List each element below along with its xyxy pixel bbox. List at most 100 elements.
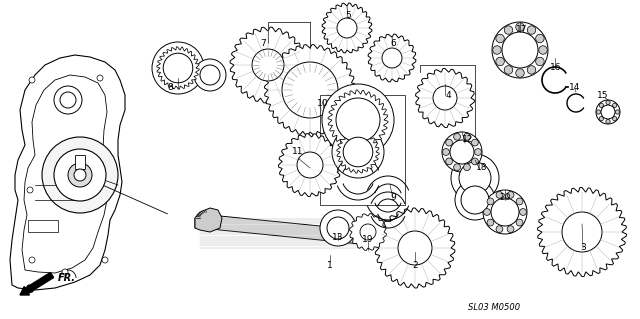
Circle shape bbox=[496, 34, 504, 43]
Text: 14: 14 bbox=[570, 84, 580, 93]
Circle shape bbox=[496, 226, 503, 233]
Circle shape bbox=[62, 269, 68, 275]
Text: 16: 16 bbox=[550, 63, 562, 71]
Circle shape bbox=[27, 187, 33, 193]
Text: 10: 10 bbox=[317, 99, 329, 108]
Polygon shape bbox=[337, 131, 379, 173]
Circle shape bbox=[327, 217, 349, 239]
Circle shape bbox=[527, 66, 536, 74]
Bar bbox=[28, 220, 58, 232]
FancyArrow shape bbox=[20, 272, 54, 295]
Polygon shape bbox=[328, 90, 388, 150]
Circle shape bbox=[60, 92, 76, 108]
Circle shape bbox=[252, 49, 284, 81]
Polygon shape bbox=[195, 208, 222, 232]
Circle shape bbox=[502, 32, 538, 68]
Polygon shape bbox=[278, 134, 341, 197]
Text: 9: 9 bbox=[390, 194, 396, 203]
Circle shape bbox=[322, 84, 394, 156]
Bar bbox=[320, 95, 405, 205]
Circle shape bbox=[29, 77, 35, 83]
Circle shape bbox=[454, 164, 460, 171]
Circle shape bbox=[496, 191, 503, 198]
Circle shape bbox=[459, 162, 491, 194]
Polygon shape bbox=[195, 215, 430, 252]
Circle shape bbox=[200, 65, 220, 85]
Text: 5: 5 bbox=[345, 11, 351, 19]
Circle shape bbox=[382, 48, 402, 68]
Text: 2: 2 bbox=[412, 261, 418, 270]
Polygon shape bbox=[349, 214, 387, 250]
Circle shape bbox=[507, 226, 514, 233]
Text: 1: 1 bbox=[327, 261, 333, 270]
Circle shape bbox=[599, 116, 604, 121]
Text: 17: 17 bbox=[516, 26, 528, 34]
Circle shape bbox=[562, 212, 602, 252]
Circle shape bbox=[516, 69, 524, 77]
Circle shape bbox=[54, 149, 106, 201]
Circle shape bbox=[152, 42, 204, 94]
Circle shape bbox=[516, 219, 523, 226]
Circle shape bbox=[504, 66, 513, 74]
Circle shape bbox=[491, 198, 519, 226]
Text: 8: 8 bbox=[167, 84, 173, 93]
Circle shape bbox=[297, 152, 323, 178]
Circle shape bbox=[504, 26, 513, 34]
Text: 11: 11 bbox=[292, 147, 304, 157]
Circle shape bbox=[282, 62, 338, 118]
Circle shape bbox=[336, 98, 380, 142]
Circle shape bbox=[536, 57, 544, 66]
Circle shape bbox=[536, 34, 544, 43]
Circle shape bbox=[360, 224, 376, 240]
Text: 6: 6 bbox=[390, 39, 396, 48]
Polygon shape bbox=[322, 3, 372, 53]
Circle shape bbox=[445, 139, 452, 146]
Circle shape bbox=[483, 190, 527, 234]
Circle shape bbox=[454, 133, 460, 140]
Circle shape bbox=[493, 46, 501, 54]
Text: 12: 12 bbox=[462, 136, 474, 145]
Circle shape bbox=[102, 257, 108, 263]
Polygon shape bbox=[375, 208, 455, 288]
Circle shape bbox=[612, 116, 617, 121]
Circle shape bbox=[527, 26, 536, 34]
Circle shape bbox=[507, 191, 514, 198]
Text: 3: 3 bbox=[580, 243, 586, 253]
Polygon shape bbox=[264, 45, 355, 136]
Polygon shape bbox=[415, 69, 474, 128]
Circle shape bbox=[97, 75, 103, 81]
Circle shape bbox=[54, 86, 82, 114]
Circle shape bbox=[616, 110, 620, 114]
Polygon shape bbox=[538, 188, 627, 277]
Circle shape bbox=[29, 257, 35, 263]
Circle shape bbox=[443, 149, 449, 155]
Circle shape bbox=[450, 140, 474, 164]
Text: 18: 18 bbox=[476, 164, 488, 173]
Circle shape bbox=[74, 169, 86, 181]
Circle shape bbox=[455, 180, 495, 220]
Circle shape bbox=[433, 86, 457, 110]
Circle shape bbox=[343, 137, 372, 167]
Circle shape bbox=[472, 158, 478, 165]
Circle shape bbox=[463, 133, 470, 140]
Circle shape bbox=[337, 18, 357, 38]
Text: 15: 15 bbox=[597, 92, 609, 100]
Circle shape bbox=[492, 22, 548, 78]
Circle shape bbox=[596, 110, 600, 114]
Circle shape bbox=[599, 103, 604, 108]
Circle shape bbox=[539, 46, 547, 54]
Text: FR.: FR. bbox=[58, 273, 76, 283]
Circle shape bbox=[484, 209, 490, 215]
Polygon shape bbox=[22, 75, 108, 273]
Circle shape bbox=[606, 119, 610, 124]
Circle shape bbox=[42, 137, 118, 213]
Circle shape bbox=[516, 23, 524, 31]
Text: 13: 13 bbox=[332, 234, 344, 242]
Polygon shape bbox=[157, 47, 199, 89]
Polygon shape bbox=[10, 55, 125, 290]
Circle shape bbox=[516, 198, 523, 205]
Bar bbox=[75, 155, 85, 169]
Circle shape bbox=[461, 186, 489, 214]
Circle shape bbox=[606, 100, 610, 105]
Circle shape bbox=[398, 231, 432, 265]
